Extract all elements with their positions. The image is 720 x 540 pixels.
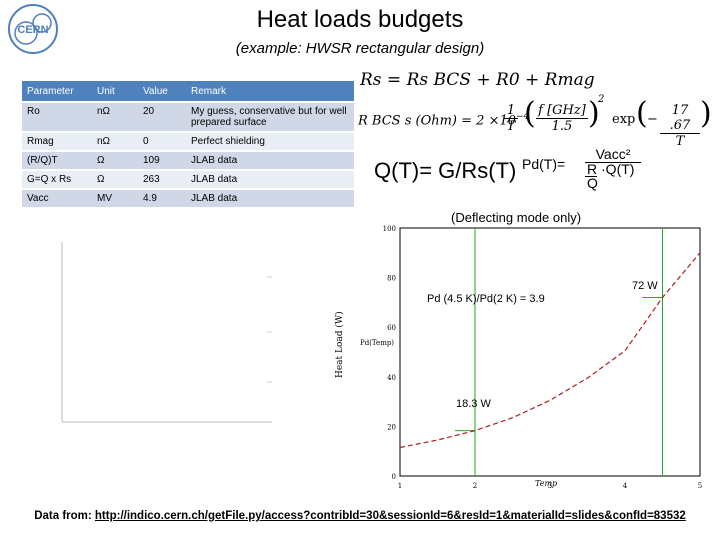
cell-remark: JLAB data (186, 152, 354, 169)
cell-param: Vacc (22, 190, 92, 207)
cell-value: 109 (138, 152, 186, 169)
bcs-exp-word: exp (612, 112, 636, 127)
bcs-frac-1: 1 T (504, 103, 518, 134)
y-axis-label: Heat Load (W) (334, 311, 345, 378)
table-row: Ro nΩ 20 My guess, conservative but for … (22, 103, 354, 131)
x-axis-label: Temp (535, 479, 557, 488)
bcs-fden: 1.5 (536, 118, 588, 134)
high-value-note: 72 W (632, 280, 658, 292)
paren-close: ) (588, 96, 600, 131)
x-tick-group: 1 2 3 4 5 (398, 482, 702, 490)
col-header: Value (138, 81, 186, 101)
logo-text: CERN (17, 24, 48, 36)
qt-formula: Q(T)= G/Rs(T) (374, 158, 517, 183)
low-value-note: 18.3 W (456, 398, 491, 410)
cell-remark: Perfect shielding (186, 133, 354, 150)
pd-den-r: R (587, 161, 598, 177)
cell-remark: JLAB data (186, 171, 354, 188)
paren-open-2: ( (636, 96, 648, 131)
cell-unit: nΩ (92, 133, 138, 150)
pd-lhs: Pd(T)= (522, 156, 566, 172)
y-tick-label: 40 (387, 374, 396, 382)
footer-source: Data from: http://indico.cern.ch/getFile… (0, 510, 720, 522)
bcs-T2: T (660, 133, 700, 149)
source-link[interactable]: http://indico.cern.ch/getFile.py/access?… (94, 510, 686, 522)
x-tick-label: 4 (623, 482, 628, 490)
x-tick-label: 3 (548, 482, 552, 490)
x-tick-label: 5 (698, 482, 702, 490)
table-row: Vacc MV 4.9 JLAB data (22, 190, 354, 207)
col-header: Unit (92, 81, 138, 101)
bcs-frac-3: 17 .67 T (660, 103, 700, 149)
mode-note: (Deflecting mode only) (451, 210, 582, 225)
col-header: Parameter (22, 81, 92, 101)
table-header-row: Parameter Unit Value Remark (22, 81, 354, 101)
bcs-formula-lhs: R BCS s (Ohm) = 2 ×10−4 (358, 112, 529, 128)
cell-value: 0 (138, 133, 186, 150)
bcs-lhs: R BCS s (Ohm) = 2 ×10 (358, 113, 516, 129)
cell-value: 263 (138, 171, 186, 188)
ratio-note: Pd (4.5 K)/Pd(2 K) = 3.9 (427, 293, 545, 305)
y-tick-label: 60 (387, 324, 396, 332)
plot-frame (399, 227, 701, 477)
page-title: Heat loads budgets (256, 6, 464, 33)
cell-param: G=Q x Rs (22, 171, 92, 188)
heat-load-chart: 100 80 60 40 20 0 1 2 3 4 5 Heat Load (W) Temp Pd… (334, 225, 702, 490)
cell-unit: Ω (92, 171, 138, 188)
table-row: G=Q x Rs Ω 263 JLAB data (22, 171, 354, 188)
parameter-table: Parameter Unit Value Remark Ro nΩ 20 My … (22, 79, 354, 209)
cern-logo: CERN (8, 4, 58, 54)
y-tick-label: 20 (387, 423, 396, 431)
bcs-exponent: −4 (516, 112, 530, 122)
cell-param: Ro (22, 103, 92, 131)
rs-formula: Rs = Rs BCS + R0 + Rmag (360, 70, 595, 90)
x-tick-label: 1 (398, 482, 402, 490)
y-tick-label: 100 (383, 225, 396, 233)
col-header: Remark (186, 81, 354, 101)
cell-unit: MV (92, 190, 138, 207)
cell-value: 4.9 (138, 190, 186, 207)
y-tick-group: 100 80 60 40 20 0 (383, 225, 396, 481)
footer-label: Data from: (34, 510, 95, 522)
pd-den-qt: ·Q(T) (601, 161, 635, 177)
cell-value: 20 (138, 103, 186, 131)
page-subtitle: (example: HWSR rectangular design) (235, 40, 485, 57)
bcs-f: f [GHz] (538, 103, 586, 118)
bcs-pow: 2 (598, 94, 605, 105)
cell-unit: Ω (92, 152, 138, 169)
bcs-num2: 17 .67 (669, 103, 691, 133)
minus-sign: − (647, 112, 658, 127)
paren-close-2: ) (700, 96, 712, 131)
table-row: Rmag nΩ 0 Perfect shielding (22, 133, 354, 150)
marker-lines (455, 228, 663, 476)
inset-chart-faint (61, 242, 272, 423)
x-tick-label: 2 (473, 482, 477, 490)
series-line-pd (399, 252, 701, 449)
cell-unit: nΩ (92, 103, 138, 131)
cell-param: Rmag (22, 133, 92, 150)
pd-frac: Vacc² R ·Q(T) Q (585, 146, 641, 190)
bcs-T: T (504, 118, 518, 134)
bcs-frac-2: f [GHz] 1.5 (536, 103, 588, 134)
paren-open: ( (524, 96, 536, 131)
y-tick-label: 80 (387, 275, 396, 283)
table-row: (R/Q)T Ω 109 JLAB data (22, 152, 354, 169)
pd-den-q: Q (585, 175, 598, 191)
bcs-num: 1 (506, 103, 516, 118)
pd-num: Vacc² (595, 146, 631, 162)
y-tick-label: 0 (392, 473, 396, 481)
legend-label: Pd(Temp) (360, 339, 394, 347)
cell-remark: My guess, conservative but for well prep… (186, 103, 354, 131)
cell-remark: JLAB data (186, 190, 354, 207)
cell-param: (R/Q)T (22, 152, 92, 169)
